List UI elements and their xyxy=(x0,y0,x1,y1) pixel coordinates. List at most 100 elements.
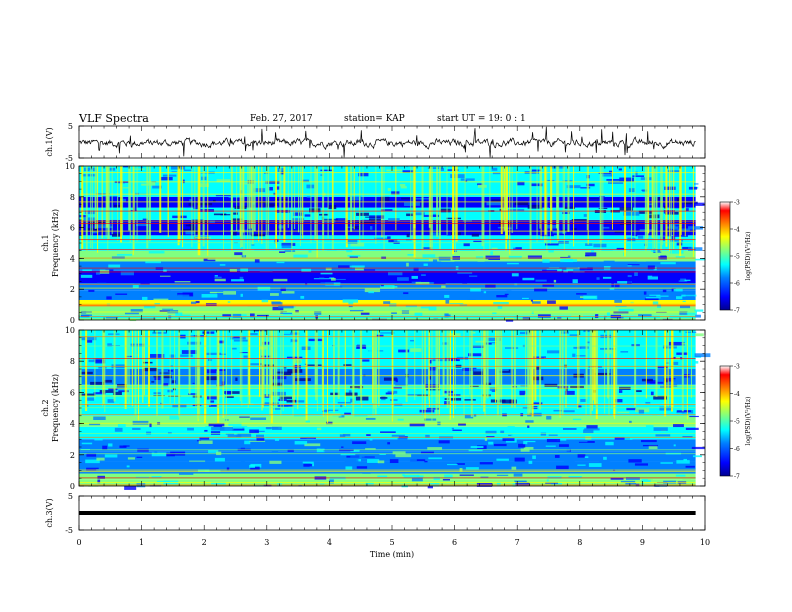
spectrum-cell xyxy=(270,391,286,396)
spectrum-cell xyxy=(535,279,547,282)
x-tick-label: 8 xyxy=(577,538,582,547)
spectrum-cell xyxy=(647,265,655,270)
sferic-line xyxy=(511,330,513,408)
spectrum-cell xyxy=(624,436,633,440)
spectrum-cell xyxy=(223,291,237,295)
spectrum-cell xyxy=(289,198,302,203)
spectrum-cell xyxy=(368,218,381,221)
sferic-line xyxy=(143,330,145,395)
spectrum-cell xyxy=(280,287,286,292)
spectrum-cell xyxy=(208,423,225,427)
spectrum-cell xyxy=(199,431,216,433)
spectrum-cell xyxy=(273,408,281,410)
spectrum-cell xyxy=(655,484,668,487)
spectrum-cell xyxy=(685,208,689,212)
spectrum-cell xyxy=(81,442,93,445)
spectrum-cell xyxy=(558,448,570,452)
x-tick-label: 4 xyxy=(327,538,332,547)
spectrum-band xyxy=(79,473,696,480)
narrowband-line xyxy=(79,436,696,438)
sferic-line xyxy=(261,330,263,411)
spectrum-cell xyxy=(392,285,398,288)
x-tick-label: 1 xyxy=(139,538,144,547)
spectrum-cell xyxy=(694,309,704,312)
spectrum-cell xyxy=(615,354,621,357)
spectrum-cell xyxy=(368,291,375,294)
spectrum-cell xyxy=(608,170,613,174)
spectrum-cell xyxy=(338,464,342,469)
spectrum-cell xyxy=(82,174,97,177)
spectrum-cell xyxy=(387,188,391,192)
spectrum-cell xyxy=(430,469,443,473)
spectrum-cell xyxy=(370,226,373,230)
sferic-line xyxy=(604,330,606,414)
sferic-line xyxy=(353,166,355,230)
spectrum-cell xyxy=(189,199,193,202)
spectrum-cell xyxy=(85,459,100,464)
spectrum-cell xyxy=(430,359,447,362)
spectrum-cell xyxy=(525,420,534,423)
sferic-line xyxy=(481,166,484,247)
sferic-line xyxy=(178,330,180,418)
spectrum-cell xyxy=(349,196,362,201)
spectrum-cell xyxy=(105,269,114,272)
spectrum-cell xyxy=(445,314,451,317)
spectrum-cell xyxy=(397,263,414,265)
spectrum-cell xyxy=(209,292,217,294)
spectrum-cell xyxy=(204,429,208,432)
spectrum-cell xyxy=(180,314,191,318)
spectrum-cell xyxy=(173,458,181,461)
spectrum-cell xyxy=(426,389,441,391)
spectrum-cell xyxy=(211,481,226,485)
spectrum-cell xyxy=(445,357,460,362)
narrowband-line xyxy=(79,210,696,212)
spectrum-cell xyxy=(457,294,472,298)
spectrum-cell xyxy=(279,396,293,400)
spectrum-cell xyxy=(468,449,483,452)
sferic-line xyxy=(129,166,131,243)
sferic-line xyxy=(667,330,669,407)
spectrum-cell xyxy=(497,369,511,373)
spectrum-cell xyxy=(229,269,237,272)
spectrum-cell xyxy=(612,433,616,435)
spectrum-cell xyxy=(421,274,426,277)
spectrum-cell xyxy=(250,466,260,470)
sferic-line xyxy=(557,166,560,242)
spectrum-cell xyxy=(676,411,685,414)
spectrum-cell xyxy=(449,339,459,341)
spectrum-cell xyxy=(274,437,280,441)
spectrum-cell xyxy=(675,474,686,477)
x-axis-label: Time (min) xyxy=(370,550,414,559)
spectrum-cell xyxy=(117,424,126,428)
spectrum-cell xyxy=(670,235,676,240)
spectrum-cell xyxy=(235,433,252,437)
spectrum-cell xyxy=(87,397,95,401)
spectrum-cell xyxy=(249,464,255,468)
spectrum-cell xyxy=(250,444,261,448)
narrowband-line xyxy=(79,239,696,241)
spectrum-cell xyxy=(660,462,673,464)
sferic-line xyxy=(559,330,561,418)
spectrum-cell xyxy=(536,180,549,182)
spectrum-cell xyxy=(136,456,143,458)
spectrum-cell xyxy=(257,426,265,431)
y-axis-label: Frequency (kHz) xyxy=(51,209,60,277)
sferic-line xyxy=(345,166,347,237)
spectrum-cell xyxy=(94,436,103,441)
spectrum-cell xyxy=(205,408,211,413)
spectrum-cell xyxy=(137,334,152,336)
spectrum-cell xyxy=(201,294,218,298)
spectrum-cell xyxy=(289,400,305,403)
spectrum-cell xyxy=(602,276,612,279)
spectrum-cell xyxy=(571,219,587,221)
waveform-ch1: 5 -5 ch.1(V) xyxy=(45,122,706,163)
spectrum-cell xyxy=(428,457,443,460)
spectrum-cell xyxy=(621,465,627,470)
spectrum-cell xyxy=(276,186,280,190)
sferic-line xyxy=(414,330,416,400)
spectrum-cell xyxy=(250,313,255,318)
spectrum-cell xyxy=(692,455,702,458)
spectrum-cell xyxy=(546,479,549,482)
spectrum-cell xyxy=(680,315,694,320)
sferic-line xyxy=(455,166,458,242)
